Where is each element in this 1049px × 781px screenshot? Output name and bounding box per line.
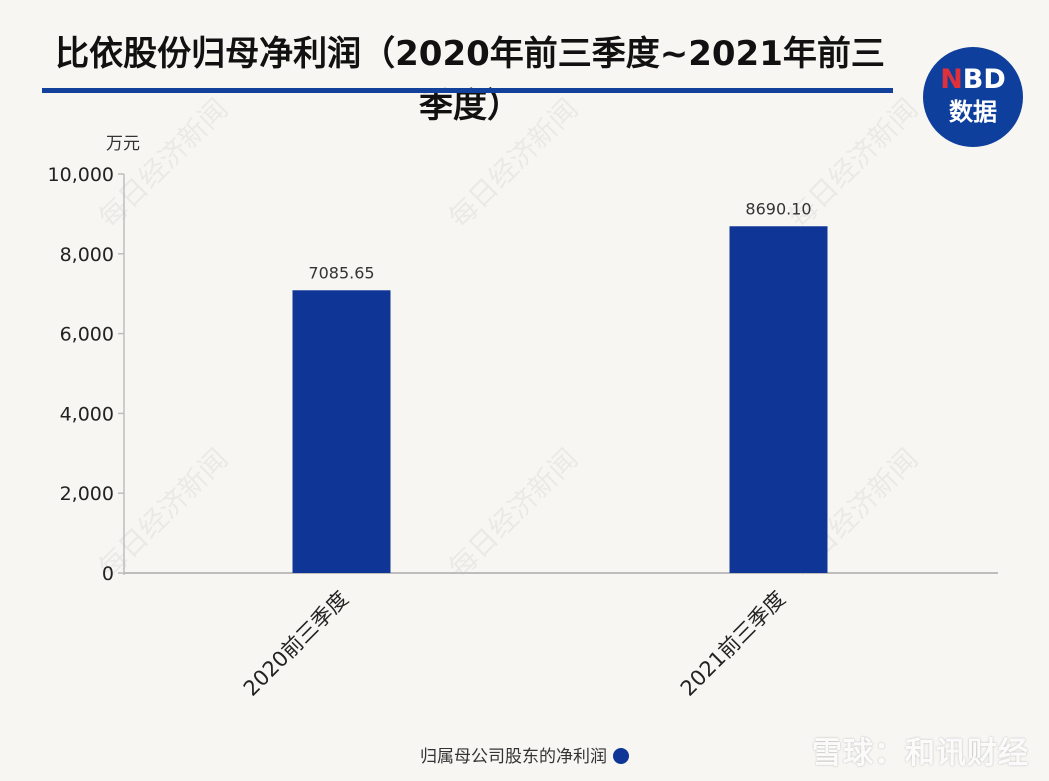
y-tick-label: 6,000 [60,324,114,346]
title-underline [42,88,893,93]
legend-label: 归属母公司股东的净利润 [420,747,607,767]
logo-subtitle: 数据 [949,98,997,126]
legend-swatch [613,748,629,764]
y-tick-label: 2,000 [60,483,114,505]
watermark-text: 每日经济新闻 [442,92,584,234]
x-tick-label: 2021前三季度 [676,587,790,701]
y-tick-label: 10,000 [48,164,114,186]
watermark-text: 每日经济新闻 [442,442,584,584]
bar-data-label: 7085.65 [308,263,374,282]
y-axis-unit: 万元 [106,134,140,154]
corner-watermark: 雪球：和讯财经 [812,736,1029,771]
bar [292,290,391,573]
bar-data-label: 8690.10 [745,199,811,218]
legend: 归属母公司股东的净利润 [0,742,1049,767]
logo-letters: BD [962,64,1006,95]
x-tick-label: 2020前三季度 [239,587,353,701]
y-tick-label: 8,000 [60,244,114,266]
bar [729,226,828,573]
y-tick-label: 0 [102,563,114,585]
logo-accent-letter: N [940,64,963,95]
y-tick-label: 4,000 [60,403,114,425]
nbd-data-logo: NBD 数据 [923,47,1023,147]
